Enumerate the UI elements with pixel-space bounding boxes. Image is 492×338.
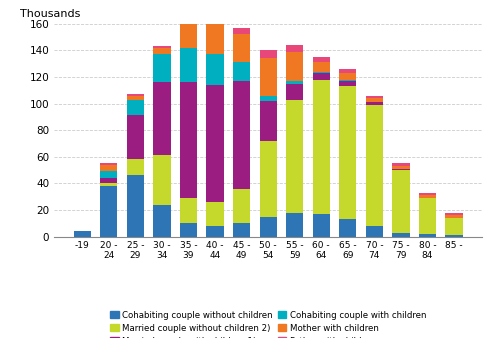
Bar (419, 198, 436, 234)
Bar (100, 163, 118, 165)
Bar (339, 219, 357, 237)
Bar (392, 163, 409, 166)
Bar (286, 83, 304, 99)
Bar (127, 175, 144, 237)
Bar (206, 18, 224, 54)
Bar (233, 34, 250, 62)
Bar (100, 165, 118, 171)
Bar (127, 94, 144, 96)
Bar (286, 213, 304, 237)
Bar (366, 226, 383, 237)
Bar (154, 155, 171, 205)
Bar (445, 213, 462, 215)
Bar (259, 96, 277, 101)
Bar (233, 28, 250, 34)
Bar (127, 96, 144, 99)
Bar (339, 79, 357, 81)
Bar (180, 14, 197, 48)
Bar (366, 98, 383, 102)
Bar (366, 96, 383, 98)
Bar (233, 189, 250, 223)
Bar (259, 50, 277, 58)
Bar (100, 171, 118, 178)
Bar (312, 73, 330, 79)
Bar (206, 13, 224, 18)
Bar (233, 81, 250, 189)
Bar (127, 116, 144, 160)
Bar (419, 234, 436, 237)
Bar (180, 48, 197, 82)
Bar (154, 205, 171, 237)
Bar (233, 62, 250, 81)
Bar (127, 99, 144, 116)
Bar (154, 54, 171, 82)
Bar (312, 214, 330, 237)
Bar (286, 52, 304, 81)
Bar (366, 102, 383, 105)
Bar (445, 215, 462, 218)
Bar (233, 223, 250, 237)
Bar (392, 170, 409, 233)
Bar (366, 105, 383, 226)
Bar (392, 166, 409, 169)
Bar (312, 79, 330, 214)
Bar (100, 178, 118, 183)
Bar (259, 217, 277, 237)
Bar (259, 141, 277, 217)
Bar (419, 193, 436, 195)
Text: Thousands: Thousands (20, 9, 80, 19)
Bar (312, 72, 330, 73)
Bar (100, 186, 118, 237)
Bar (286, 81, 304, 83)
Bar (392, 233, 409, 237)
Bar (286, 45, 304, 52)
Bar (312, 57, 330, 62)
Bar (339, 73, 357, 79)
Bar (180, 10, 197, 14)
Bar (180, 82, 197, 198)
Bar (154, 46, 171, 48)
Bar (312, 62, 330, 72)
Bar (206, 54, 224, 85)
Bar (206, 85, 224, 202)
Bar (127, 160, 144, 175)
Bar (259, 58, 277, 96)
Bar (339, 81, 357, 86)
Bar (259, 101, 277, 141)
Bar (286, 99, 304, 213)
Bar (180, 223, 197, 237)
Bar (445, 218, 462, 235)
Bar (419, 195, 436, 198)
Bar (74, 231, 91, 237)
Bar (100, 183, 118, 186)
Legend: Cohabiting couple without children, Married couple without children 2), Married : Cohabiting couple without children, Marr… (108, 309, 428, 338)
Bar (392, 169, 409, 170)
Bar (445, 235, 462, 237)
Bar (154, 48, 171, 54)
Bar (154, 82, 171, 155)
Bar (206, 226, 224, 237)
Bar (206, 202, 224, 226)
Bar (180, 198, 197, 223)
Bar (339, 86, 357, 219)
Bar (339, 69, 357, 73)
